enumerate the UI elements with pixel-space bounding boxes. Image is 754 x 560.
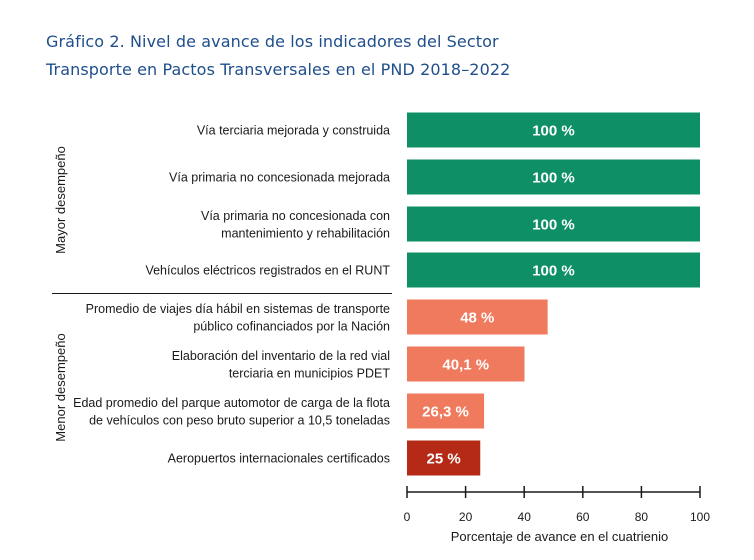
bar-value-label: 26,3 % <box>422 404 469 421</box>
category-label: Promedio de viajes día hábil en sistemas… <box>86 302 390 316</box>
category-label: Vía primaria no concesionada mejorada <box>169 171 390 185</box>
category-label: terciaria en municipios PDET <box>229 366 391 380</box>
bar <box>407 393 485 429</box>
bar <box>407 346 525 382</box>
bar <box>407 299 548 335</box>
group-label: Mayor desempeño <box>53 146 68 254</box>
bar-value-label: 100 % <box>532 217 575 234</box>
x-axis-label: Porcentaje de avance en el cuatrienio <box>451 529 669 544</box>
bar <box>407 159 700 195</box>
x-tick-label: 0 <box>404 510 411 524</box>
bar-value-label: 40,1 % <box>442 357 489 374</box>
bar <box>407 112 700 148</box>
x-tick-label: 100 <box>690 510 710 524</box>
category-label: Vía terciaria mejorada y construida <box>197 124 390 138</box>
category-label: público cofinanciados por la Nación <box>193 319 390 333</box>
bar-value-label: 48 % <box>460 310 494 327</box>
bar-value-label: 25 % <box>427 451 461 468</box>
x-tick-label: 40 <box>518 510 532 524</box>
chart-title: Gráfico 2. Nivel de avance de los indica… <box>46 28 726 84</box>
bar <box>407 252 700 288</box>
category-label: mantenimiento y rehabilitación <box>221 226 390 240</box>
bar <box>407 440 481 476</box>
category-label: Aeropuertos internacionales certificados <box>168 452 390 466</box>
chart-title-line-2: Transporte en Pactos Transversales en el… <box>46 60 511 79</box>
category-label: Vehículos eléctricos registrados en el R… <box>145 264 390 278</box>
x-tick-label: 20 <box>459 510 473 524</box>
category-label: de vehículos con peso bruto superior a 1… <box>89 413 390 427</box>
bar-value-label: 100 % <box>532 170 575 187</box>
x-tick-label: 80 <box>635 510 649 524</box>
bar-value-label: 100 % <box>532 123 575 140</box>
bar-value-label: 100 % <box>532 263 575 280</box>
chart-title-line-1: Gráfico 2. Nivel de avance de los indica… <box>46 32 499 51</box>
x-tick-label: 60 <box>576 510 590 524</box>
category-label: Elaboración del inventario de la red via… <box>172 349 390 363</box>
category-label: Edad promedio del parque automotor de ca… <box>73 396 390 410</box>
category-label: Vía primaria no concesionada con <box>201 209 390 223</box>
group-label: Menor desempeño <box>53 333 68 441</box>
bar <box>407 206 700 242</box>
